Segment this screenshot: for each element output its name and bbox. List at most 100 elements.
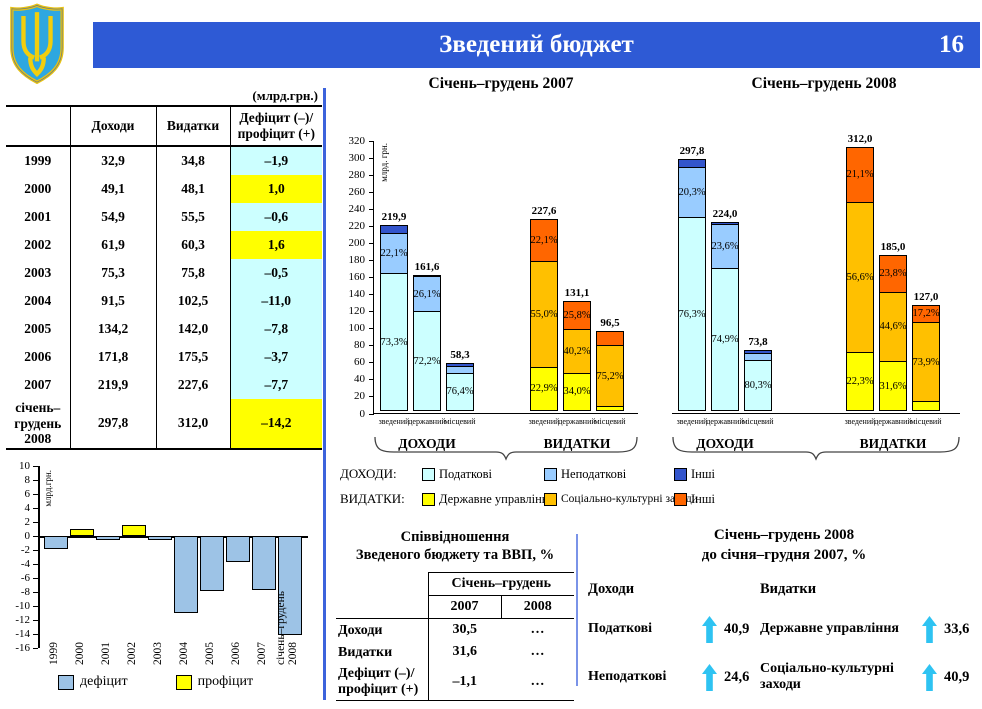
revenues-cell: 171,8 [70, 343, 157, 371]
revenues-cell: 49,1 [70, 175, 157, 203]
y-tick-label: -12 [15, 613, 30, 626]
growth-item-Соціально-культурні заходи: Соціально-культурні заходи 40,9 [760, 660, 980, 694]
y-axis-unit-label: млрд.грн. [43, 470, 53, 507]
growth-item-value: 40,9 [724, 620, 750, 637]
bar-category-label: місцевий [444, 417, 476, 426]
chart-2007: Січень–грудень 2007 0 20 40 60 80 100 120 140 160… [336, 75, 666, 462]
gdp-years-row: 2007 2008 [336, 595, 575, 620]
bar-total-label: 185,0 [880, 241, 906, 254]
bar-segment-other_exp: 23,8% [879, 255, 907, 293]
year-cell: 2004 [6, 287, 71, 315]
bar-segment-tax: 80,3% [744, 360, 772, 411]
y-tick-label: -2 [20, 543, 30, 556]
bar-segment-other_exp: 21,1% [846, 146, 874, 203]
bar-segment-gov [912, 401, 940, 411]
year-cell: 2002 [6, 231, 71, 259]
deficit-bar-label: 2004 [178, 642, 190, 665]
gdp-year-2008: 2008 [501, 595, 575, 620]
y-tick [33, 619, 38, 621]
growth-item-label: Неподаткові [588, 668, 667, 684]
deficit-bar-2002 [122, 524, 146, 536]
gdp-period-row: Січень–грудень [336, 572, 575, 597]
deficit-legend-chip-surplus [175, 674, 192, 690]
expenditures-cell: 60,3 [156, 231, 231, 259]
stacked-bar-державний: 26,1% 72,2% 161,6 державний [408, 261, 445, 426]
chart-groups: 22,1% 73,3% 219,9 зведений 26,1% 72,2% 161,6 де… [374, 205, 638, 426]
bar-segment-gov [596, 406, 624, 411]
y-tick-label: 6 [24, 487, 31, 500]
zero-line [38, 536, 308, 538]
bar-category-label: місцевий [910, 417, 942, 426]
group-label-ВИДАТКИ: ВИДАТКИ [543, 436, 611, 451]
y-tick [369, 294, 374, 296]
group-label-ДОХОДИ: ДОХОДИ [696, 436, 754, 451]
deficit-bar-label: 1999 [48, 642, 60, 665]
budget-table-row: 2003 75,3 75,8 –0,5 [6, 259, 322, 287]
year-cell: 2007 [6, 371, 71, 399]
bar-segment-nontax: 20,3% [678, 166, 706, 219]
legend-chip-nontax [544, 467, 557, 481]
up-arrow-icon [702, 615, 717, 643]
revenues-cell: 91,5 [70, 287, 157, 315]
bar-total-label: 131,1 [564, 287, 590, 300]
year-cell: 2003 [6, 259, 71, 287]
y-tick [369, 379, 374, 381]
balance-cell: –3,7 [230, 343, 322, 371]
stacked-bar-місцевий: 17,2% 73,9% 127,0 місцевий [910, 291, 941, 426]
bar-category-label: зведений [844, 417, 876, 426]
bar-segment-social: 55,0% [530, 260, 558, 368]
bar-segment-gov: 31,6% [879, 361, 907, 411]
deficit-surplus-chart: млрд.грн. 10 8 6 4 2 0 -2 -4 -6 -8 -10 -12 -14 -16 1999… [2, 458, 324, 706]
group-brace-row: ДОХОДИ ВИДАТКИ [672, 430, 960, 462]
deficit-bar-2006 [226, 536, 250, 562]
year-cell: 2001 [6, 203, 71, 231]
bar-segment-other_exp: 22,1% [530, 218, 558, 262]
deficit-legend-item-surplus: профіцит [175, 674, 253, 690]
y-tick [369, 174, 374, 176]
deficit-bar-label: січень–грудень 2008 [275, 590, 300, 665]
y-tick-label: 260 [348, 185, 366, 198]
deficit-legend-item-deficit: дефіцит [58, 674, 128, 690]
y-tick [369, 396, 374, 398]
year-cell: 2005 [6, 315, 71, 343]
bar-segment-other_exp: 17,2% [912, 304, 940, 324]
bar-total-label: 224,0 [712, 207, 738, 220]
y-tick [369, 208, 374, 210]
deficit-plot: млрд.грн. 10 8 6 4 2 0 -2 -4 -6 -8 -10 -12 -14 -16 1999… [2, 458, 324, 665]
header-bar: Зведений бюджет 16 [93, 22, 980, 68]
deficit-bar-2001 [96, 536, 120, 541]
y-tick [33, 465, 38, 467]
y-tick [369, 277, 374, 278]
year-cell: 2006 [6, 343, 71, 371]
y-tick [33, 549, 38, 551]
bar-category-label: місцевий [594, 417, 626, 426]
stacked-bar-зведений: 21,1% 56,6% 22,3% 312,0 зведений [845, 133, 876, 426]
y-tick-label: 100 [348, 322, 366, 335]
legend-chip-other_exp [674, 492, 687, 506]
stacked-bar-зведений: 22,1% 55,0% 22,9% 227,6 зведений [529, 205, 560, 426]
y-tick [33, 479, 38, 481]
ukraine-coat-of-arms-icon [8, 3, 66, 85]
budget-table-row: 2004 91,5 102,5 –11,0 [6, 287, 322, 315]
stacked-bar-зведений: 20,3% 76,3% 297,8 зведений [677, 145, 708, 426]
budget-table-row: 2000 49,1 48,1 1,0 [6, 175, 322, 203]
bar-total-label: 127,0 [913, 290, 939, 303]
gdp-row-revenues: Доходи 30,5 … [336, 618, 574, 642]
y-tick-label: -10 [15, 599, 30, 612]
bar-group-ВИДАТКИ: 22,1% 55,0% 22,9% 227,6 зведений 25,8% 40,2% 34… [529, 205, 626, 426]
y-tick-label: 160 [348, 271, 366, 283]
y-tick-label: -8 [20, 585, 30, 598]
budget-table-row: січень– грудень 2008 297,8 312,0 –14,2 [6, 399, 322, 449]
bar-total-label: 73,8 [748, 336, 768, 349]
legend-item-label: Соціально-культурні заходи [561, 493, 698, 505]
y-tick [369, 413, 374, 415]
legend-chip-other_rev [674, 467, 687, 481]
balance-cell: 1,0 [230, 175, 322, 203]
y-tick-label: 80 [354, 339, 365, 352]
growth-item-value: 24,6 [724, 668, 750, 685]
y-tick-label: 4 [24, 501, 31, 514]
bar-segment-social: 44,6% [879, 291, 907, 363]
budget-table: Доходи Видатки Дефіцит (–)/профіцит (+) … [6, 105, 322, 450]
y-tick-label: 60 [354, 356, 365, 369]
unit-caption: (млрд.грн.) [252, 88, 318, 103]
